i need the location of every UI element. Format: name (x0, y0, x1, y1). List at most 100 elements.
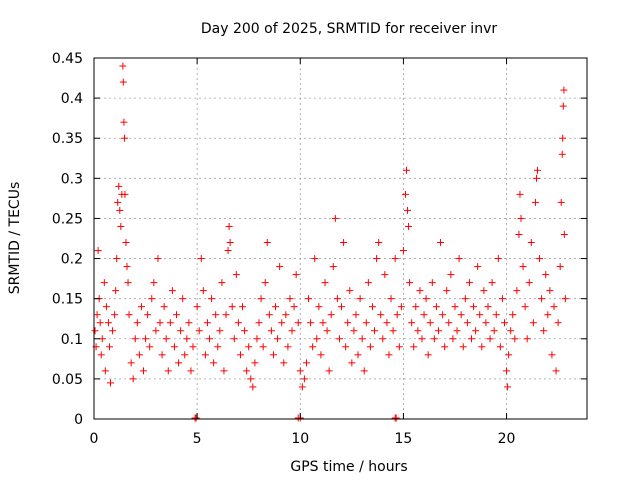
data-point-120 (309, 343, 317, 351)
data-point-72 (212, 311, 220, 319)
y-tick-label-2: 0.1 (61, 332, 83, 348)
data-point-5 (96, 319, 104, 327)
data-point-71 (210, 359, 218, 367)
data-point-162 (395, 343, 403, 351)
data-point-252 (561, 295, 569, 303)
data-point-6 (97, 351, 105, 359)
data-point-161 (393, 311, 401, 319)
data-point-248 (559, 134, 567, 142)
data-point-145 (360, 367, 368, 375)
data-point-153 (377, 311, 385, 319)
data-point-188 (445, 319, 453, 327)
data-point-247 (558, 150, 566, 158)
data-point-236 (538, 295, 546, 303)
y-tick-label-9: 0.45 (52, 51, 83, 67)
data-point-209 (488, 279, 496, 287)
data-point-174 (416, 287, 424, 295)
data-point-186 (441, 343, 449, 351)
data-point-166 (403, 166, 411, 174)
data-point-92 (251, 359, 259, 367)
data-point-154 (379, 335, 387, 343)
data-point-249 (559, 102, 567, 110)
data-point-102 (272, 303, 280, 311)
data-point-234 (533, 166, 541, 174)
zero-data-point-5 (392, 414, 400, 422)
data-point-164 (399, 247, 407, 255)
data-point-0 (91, 327, 99, 335)
data-point-231 (529, 319, 537, 327)
data-point-196 (461, 295, 469, 303)
data-point-68 (203, 319, 211, 327)
data-point-95 (257, 295, 265, 303)
data-point-138 (346, 287, 354, 295)
data-point-40 (144, 311, 152, 319)
data-point-54 (173, 311, 181, 319)
data-point-159 (389, 327, 397, 335)
data-point-35 (133, 319, 141, 327)
plot-frame (93, 57, 588, 420)
x-tick-labels: 0 5 10 15 20 (90, 431, 516, 447)
data-point-190 (449, 335, 457, 343)
data-point-192 (453, 327, 461, 335)
y-tick-label-7: 0.35 (52, 131, 83, 147)
data-point-94 (255, 319, 263, 327)
data-point-197 (463, 319, 471, 327)
data-point-238 (542, 271, 550, 279)
data-point-78 (224, 247, 232, 255)
data-point-113 (294, 319, 302, 327)
data-point-103 (274, 335, 282, 343)
data-point-233 (532, 174, 540, 182)
data-point-110 (288, 327, 296, 335)
data-point-212 (494, 255, 502, 263)
data-point-43 (150, 279, 158, 287)
data-point-141 (352, 311, 360, 319)
data-point-19 (115, 182, 123, 190)
data-point-88 (243, 367, 251, 375)
data-point-33 (129, 375, 137, 383)
data-point-99 (265, 311, 273, 319)
data-point-226 (519, 263, 527, 271)
data-point-122 (313, 335, 321, 343)
data-point-108 (284, 343, 292, 351)
data-point-26 (121, 134, 129, 142)
data-point-160 (391, 255, 399, 263)
data-point-48 (160, 303, 168, 311)
data-point-207 (484, 303, 492, 311)
data-point-230 (527, 239, 535, 247)
data-point-121 (311, 255, 319, 263)
data-point-52 (168, 287, 176, 295)
data-point-25 (120, 118, 128, 126)
data-point-98 (263, 239, 271, 247)
data-point-29 (123, 263, 131, 271)
data-point-57 (179, 295, 187, 303)
data-point-139 (348, 359, 356, 367)
data-point-32 (127, 359, 135, 367)
data-point-184 (437, 239, 445, 247)
data-point-115 (298, 383, 306, 391)
data-point-2 (93, 311, 101, 319)
data-point-193 (455, 255, 463, 263)
data-point-59 (183, 335, 191, 343)
data-point-180 (428, 279, 436, 287)
data-point-50 (164, 367, 172, 375)
data-point-3 (94, 247, 102, 255)
data-point-41 (146, 343, 154, 351)
data-point-104 (276, 263, 284, 271)
data-point-8 (100, 279, 108, 287)
data-point-187 (443, 287, 451, 295)
data-point-34 (131, 335, 139, 343)
data-point-111 (290, 303, 298, 311)
data-point-223 (515, 230, 523, 238)
data-point-101 (269, 351, 277, 359)
data-point-155 (381, 271, 389, 279)
data-point-163 (397, 303, 405, 311)
data-point-23 (119, 62, 127, 70)
data-point-10 (102, 303, 110, 311)
data-point-134 (338, 303, 346, 311)
data-point-173 (414, 327, 422, 335)
x-tick-label-3: 15 (395, 431, 413, 447)
y-tick-label-1: 0.05 (52, 372, 83, 388)
data-point-73 (214, 343, 222, 351)
y-tick-label-6: 0.3 (61, 171, 83, 187)
